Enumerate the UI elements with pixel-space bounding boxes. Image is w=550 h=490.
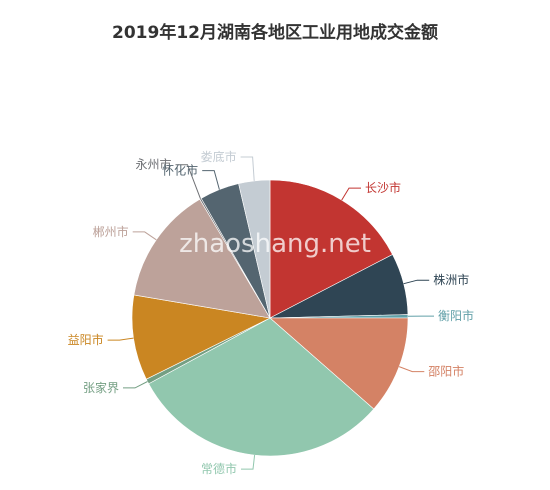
- slice-label: 邵阳市: [428, 364, 464, 379]
- slice-label: 长沙市: [365, 180, 401, 195]
- slice-label: 益阳市: [68, 332, 104, 347]
- chart-title: 2019年12月湖南各地区工业用地成交金额: [112, 23, 438, 43]
- pie-slice[interactable]: [133, 198, 271, 319]
- slice-label: 郴州市: [93, 224, 129, 239]
- slice-label: 衡阳市: [438, 308, 474, 323]
- pie-slice[interactable]: [131, 294, 271, 380]
- slice-label: 怀化市: [162, 163, 198, 178]
- slice-label: 娄底市: [201, 149, 237, 164]
- pie-slice[interactable]: [238, 179, 271, 319]
- slice-label: 株洲市: [433, 272, 469, 287]
- label-leader-line: [123, 381, 148, 389]
- slice-label: 张家界: [83, 380, 119, 395]
- label-leader-line: [398, 366, 425, 373]
- slice-label: 永州市: [135, 157, 171, 172]
- watermark-text: zhaoshang.net: [179, 229, 371, 259]
- label-leader-line: [175, 164, 201, 199]
- label-leader-line: [202, 170, 220, 190]
- pie-slices: [131, 179, 409, 457]
- slice-label: 常德市: [201, 461, 237, 476]
- label-leader-line: [341, 187, 361, 201]
- pie-slice[interactable]: [269, 317, 409, 410]
- label-leader-line: [403, 279, 430, 285]
- label-leader-line: [241, 455, 256, 470]
- label-leader-line: [107, 337, 134, 341]
- label-leader-line: [240, 156, 255, 181]
- label-leader-line: [132, 231, 157, 241]
